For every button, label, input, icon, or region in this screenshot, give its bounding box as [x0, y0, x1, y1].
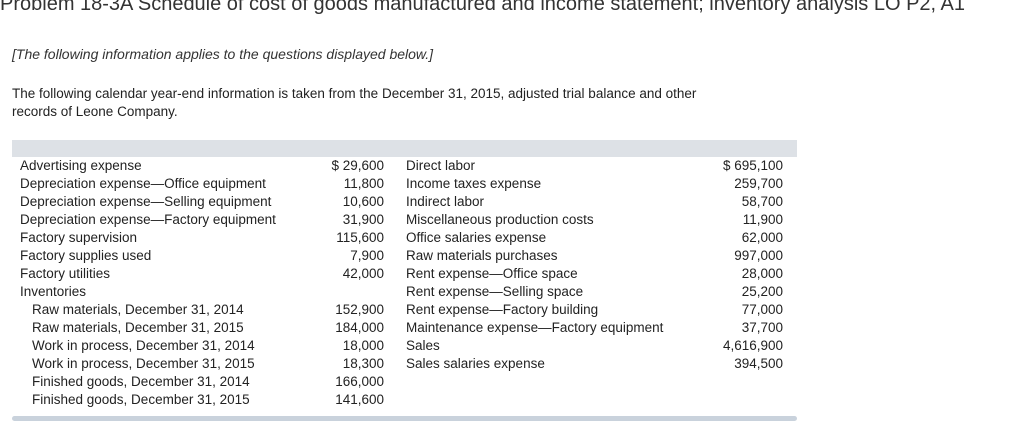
row-amount: 184,000: [335, 320, 384, 335]
row-label: Depreciation expense—Factory equipment: [20, 212, 276, 227]
row-label: Finished goods, December 31, 2014: [32, 374, 250, 389]
row-amount: 10,600: [342, 194, 384, 209]
row-label: Work in process, December 31, 2015: [32, 356, 255, 371]
title: Problem 18-3A Schedule of cost of goods …: [0, 0, 965, 15]
row-amount: 18,300: [342, 356, 384, 371]
row-amount: 42,000: [342, 266, 384, 281]
row-label: Income taxes expense: [406, 176, 542, 191]
row-label: Direct labor: [406, 158, 476, 173]
row-amount: 141,600: [335, 392, 384, 407]
row-amount: 394,500: [734, 356, 783, 371]
row-amount: 77,000: [741, 302, 783, 317]
row-amount: $ 29,600: [331, 158, 384, 173]
intro: The following calendar year-end informat…: [12, 86, 697, 119]
row-amount: 166,000: [335, 374, 384, 389]
row-amount: 7,900: [350, 248, 384, 263]
row-label: Rent expense—Factory building: [406, 302, 599, 317]
row-label: Raw materials, December 31, 2015: [32, 320, 244, 335]
row-amount: 259,700: [734, 176, 783, 191]
row-amount: 4,616,900: [722, 338, 783, 353]
row-label: Depreciation expense—Office equipment: [20, 176, 266, 191]
row-label: Inventories: [20, 284, 87, 299]
row-label: Finished goods, December 31, 2015: [32, 392, 250, 407]
row-label: Maintenance expense—Factory equipment: [406, 320, 664, 335]
row-amount: 31,900: [342, 212, 384, 227]
row-amount: 11,900: [742, 212, 783, 227]
row-label: Office salaries expense: [406, 230, 547, 245]
row-amount: $ 695,100: [722, 158, 783, 173]
row-label: Indirect labor: [406, 194, 485, 209]
row-amount: 115,600: [336, 230, 384, 245]
row-label: Depreciation expense—Selling equipment: [20, 194, 272, 209]
row-amount: 62,000: [741, 230, 783, 245]
row-label: Factory supplies used: [20, 248, 152, 263]
row-amount: 37,700: [741, 320, 783, 335]
row-amount: 58,700: [741, 194, 783, 209]
row-amount: 18,000: [342, 338, 384, 353]
row-label: Raw materials, December 31, 2014: [32, 302, 244, 317]
row-label: Factory utilities: [20, 266, 111, 281]
row-label: Sales salaries expense: [406, 356, 545, 371]
row-label: Factory supervision: [20, 230, 138, 245]
row-label: Sales: [406, 338, 440, 353]
table-footer: [12, 416, 797, 421]
note: [The following information applies to th…: [12, 46, 434, 62]
table-header: [12, 140, 797, 157]
row-label: Rent expense—Selling space: [406, 284, 584, 299]
row-amount: 28,000: [741, 266, 783, 281]
row-label: Miscellaneous production costs: [406, 212, 594, 227]
row-label: Advertising expense: [20, 158, 142, 173]
row-label: Raw materials purchases: [406, 248, 558, 263]
row-amount: 11,800: [343, 176, 384, 191]
row-amount: 997,000: [734, 248, 783, 263]
row-label: Rent expense—Office space: [406, 266, 578, 281]
row-amount: 25,200: [741, 284, 783, 299]
row-label: Work in process, December 31, 2014: [32, 338, 255, 353]
row-amount: 152,900: [335, 302, 384, 317]
